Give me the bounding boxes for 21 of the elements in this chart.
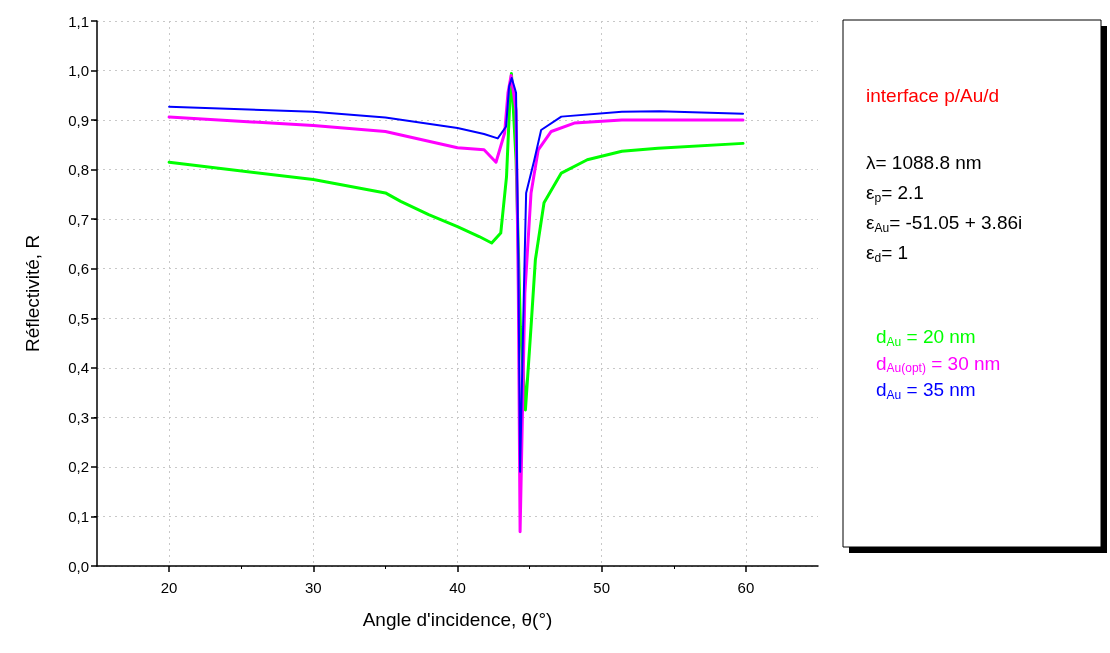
y-tick-label: 0,1 xyxy=(68,507,89,525)
y-tick-label: 1,1 xyxy=(68,12,89,30)
y-tick-label: 0,3 xyxy=(68,408,89,426)
y-tick-label: 0,4 xyxy=(68,359,89,377)
y-tick-label: 0,2 xyxy=(68,458,89,476)
x-tick-label: 40 xyxy=(449,579,466,596)
x-tick-label: 20 xyxy=(160,579,178,596)
x-tick-label: 60 xyxy=(737,579,755,596)
y-axis-title: Réflectivité, R xyxy=(22,234,43,353)
y-tick-label: 0,5 xyxy=(68,309,89,327)
text: λ= 1088.8 nm xyxy=(866,152,982,173)
y-tick-label: 0,0 xyxy=(68,557,89,575)
y-tick-label: 1,0 xyxy=(68,62,89,80)
x-tick-label: 50 xyxy=(593,579,611,596)
x-axis-title: Angle d'incidence, θ(°) xyxy=(362,609,553,630)
x-tick-label: 30 xyxy=(304,579,322,596)
y-tick-label: 0,6 xyxy=(68,260,89,278)
y-tick-label: 0,8 xyxy=(68,161,89,179)
legend-title: interface p/Au/d xyxy=(866,85,1000,106)
y-tick-label: 0,9 xyxy=(68,111,89,129)
y-tick-label: 0,7 xyxy=(68,210,89,228)
